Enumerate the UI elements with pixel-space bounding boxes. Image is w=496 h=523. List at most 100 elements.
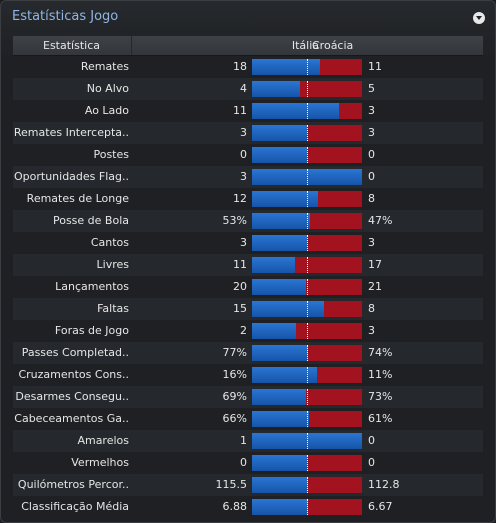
home-share-fill — [252, 323, 296, 339]
home-value: 11 — [233, 258, 247, 271]
bar-midline — [307, 345, 308, 361]
away-value: 8 — [368, 192, 375, 205]
home-value: 4 — [240, 82, 247, 95]
stat-label: Faltas — [97, 302, 129, 315]
stat-label: Classificação Média — [21, 500, 129, 513]
comparison-bar — [252, 59, 362, 75]
bar-midline — [307, 455, 308, 471]
bar-midline — [307, 367, 308, 383]
home-share-fill — [252, 147, 307, 163]
bar-midline — [307, 389, 308, 405]
home-share-fill — [252, 191, 318, 207]
bar-midline — [307, 81, 308, 97]
stat-row: Cruzamentos Cons.. 16% 11% — [13, 364, 483, 386]
comparison-bar — [252, 499, 362, 515]
stat-row: Foras de Jogo 2 3 — [13, 320, 483, 342]
home-share-fill — [252, 367, 317, 383]
comparison-bar — [252, 257, 362, 273]
stat-label: Cabeceamentos Ga.. — [14, 412, 129, 425]
stat-label: Cruzamentos Cons.. — [18, 368, 129, 381]
stat-row: Amarelos 1 0 — [13, 430, 483, 452]
home-share-fill — [252, 125, 307, 141]
stat-label: Livres — [96, 258, 129, 271]
comparison-bar — [252, 213, 362, 229]
home-value: 3 — [240, 126, 247, 139]
bar-midline — [307, 125, 308, 141]
comparison-bar — [252, 169, 362, 185]
away-value: 3 — [368, 104, 375, 117]
home-share-fill — [252, 477, 308, 493]
stat-label: Remates de Longe — [26, 192, 129, 205]
comparison-bar — [252, 455, 362, 471]
home-value: 0 — [240, 456, 247, 469]
bar-midline — [307, 59, 308, 75]
home-value: 3 — [240, 236, 247, 249]
stat-row: Ao Lado 11 3 — [13, 100, 483, 122]
home-share-fill — [252, 257, 295, 273]
column-header-away-team[interactable]: Croácia — [312, 39, 354, 52]
home-value: 0 — [240, 148, 247, 161]
stat-label: Remates Intercepta.. — [13, 126, 129, 139]
bar-midline — [307, 257, 308, 273]
home-value: 66% — [222, 412, 247, 425]
home-value: 12 — [233, 192, 247, 205]
away-value: 5 — [368, 82, 375, 95]
comparison-bar — [252, 433, 362, 449]
away-value: 0 — [368, 434, 375, 447]
away-value: 0 — [368, 170, 375, 183]
away-value: 8 — [368, 302, 375, 315]
comparison-bar — [252, 411, 362, 427]
away-value: 21 — [368, 280, 382, 293]
bar-midline — [307, 169, 308, 185]
stat-label: Quilómetros Percor.. — [17, 478, 129, 491]
comparison-bar — [252, 191, 362, 207]
away-value: 47% — [368, 214, 393, 227]
away-value: 3 — [368, 324, 375, 337]
stat-row: Remates 18 11 — [13, 56, 483, 78]
home-share-fill — [252, 499, 308, 515]
stat-row: Faltas 15 8 — [13, 298, 483, 320]
comparison-bar — [252, 345, 362, 361]
home-share-fill — [252, 345, 308, 361]
away-value: 0 — [368, 148, 375, 161]
home-value: 16% — [222, 368, 247, 381]
stat-row: Vermelhos 0 0 — [13, 452, 483, 474]
stat-row: Classificação Média 6.88 6.67 — [13, 496, 483, 518]
away-value: 74% — [368, 346, 393, 359]
stat-label: Cantos — [90, 236, 129, 249]
comparison-bar — [252, 279, 362, 295]
stat-label: Amarelos — [77, 434, 129, 447]
away-value: 6.67 — [368, 500, 393, 513]
stat-label: Passes Completad.. — [21, 346, 129, 359]
comparison-bar — [252, 103, 362, 119]
home-share-fill — [252, 411, 309, 427]
comparison-bar — [252, 367, 362, 383]
bar-midline — [307, 235, 308, 251]
column-header-statistic[interactable]: Estatística — [43, 39, 100, 52]
away-value: 3 — [368, 126, 375, 139]
column-divider — [131, 36, 132, 55]
away-value: 11% — [368, 368, 393, 381]
bar-midline — [307, 433, 308, 449]
home-value: 18 — [233, 60, 247, 73]
home-share-fill — [252, 213, 310, 229]
home-value: 53% — [222, 214, 247, 227]
home-share-fill — [252, 389, 306, 405]
stat-row: Livres 11 17 — [13, 254, 483, 276]
panel-title: Estatísticas Jogo — [12, 9, 119, 24]
bar-midline — [307, 279, 308, 295]
column-header-home-team[interactable]: Itália — [291, 39, 319, 52]
home-value: 77% — [222, 346, 247, 359]
away-value: 61% — [368, 412, 393, 425]
home-share-fill — [252, 301, 324, 317]
stat-row: Cabeceamentos Ga.. 66% 61% — [13, 408, 483, 430]
stat-row: Quilómetros Percor.. 115.5 112.8 — [13, 474, 483, 496]
stat-label: Lançamentos — [55, 280, 129, 293]
stat-row: No Alvo 4 5 — [13, 78, 483, 100]
comparison-bar — [252, 301, 362, 317]
away-value: 0 — [368, 456, 375, 469]
comparison-bar — [252, 323, 362, 339]
stat-label: Remates — [80, 60, 129, 73]
chevron-down-icon[interactable] — [473, 12, 485, 24]
